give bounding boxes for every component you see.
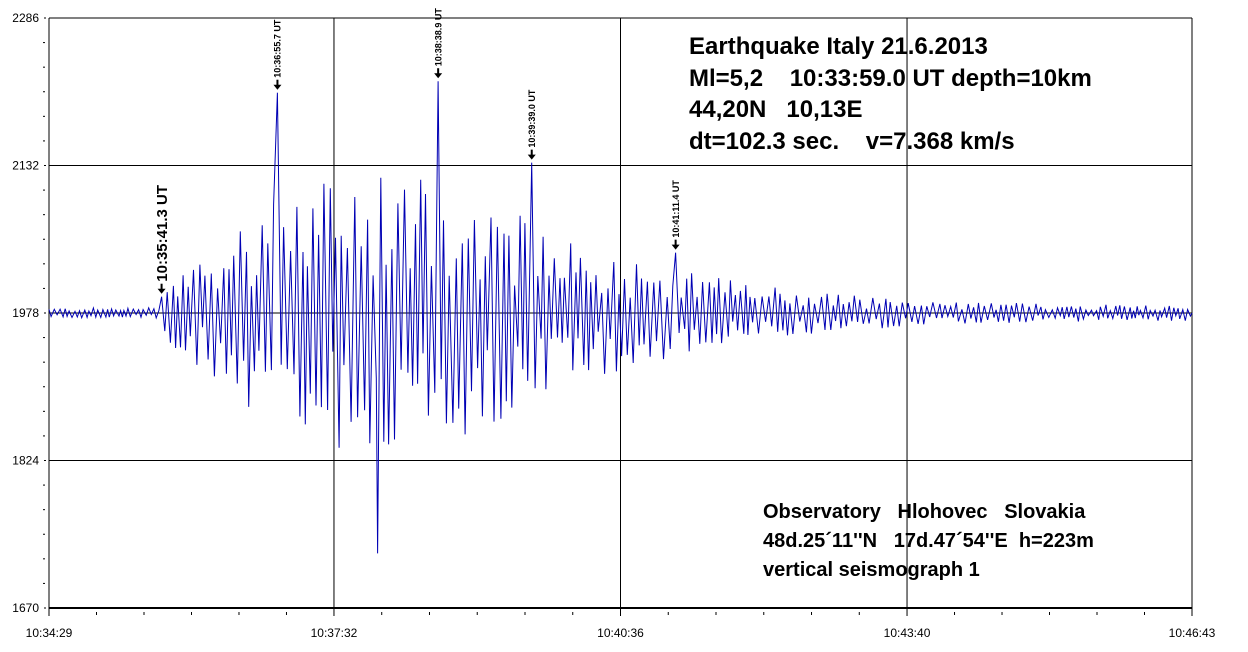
arrow-head-icon	[273, 84, 282, 90]
arrow-head-icon	[434, 73, 443, 79]
x-tick-label: 10:43:40	[884, 626, 931, 640]
x-tick-label: 10:37:32	[311, 626, 358, 640]
arrow-head-icon	[157, 288, 166, 294]
arrow-head-icon	[671, 244, 680, 250]
y-tick-label: 2286	[12, 11, 39, 25]
annotation-label: 10:36:55.7 UT	[273, 19, 283, 78]
earthquake-info: Earthquake Italy 21.6.2013 Ml=5,2 10:33:…	[689, 33, 1092, 155]
x-tick-label: 10:34:29	[26, 626, 73, 640]
info-line-coordinates: 44,20N 10,13E	[689, 96, 862, 123]
peak-annotation: 10:36:55.7 UT	[273, 19, 283, 90]
peak-annotation: 10:41:11.4 UT	[671, 180, 681, 250]
annotation-label: 10:35:41.3 UT	[154, 185, 171, 282]
x-tick-label: 10:40:36	[597, 626, 644, 640]
y-tick-label: 1824	[12, 454, 39, 468]
annotation-label: 10:41:11.4 UT	[671, 180, 681, 238]
annotation-label: 10:39:39.0 UT	[527, 89, 537, 148]
seismogram-trace	[48, 81, 1193, 554]
peak-annotation: 10:38:38.9 UT	[433, 8, 443, 79]
axes: 2286 2132 1978 1824 1670 10:34:29 10:37:32 10:4…	[12, 11, 1215, 640]
y-tick-label: 1670	[12, 601, 39, 615]
y-tick-label: 2132	[12, 159, 39, 173]
station-info: Observatory Hlohovec Slovakia 48d.25´11'…	[763, 501, 1094, 581]
y-tick-label: 1978	[12, 306, 39, 320]
station-line-coordinates: 48d.25´11''N 17d.47´54''E h=223m	[763, 530, 1094, 552]
arrow-head-icon	[527, 154, 536, 160]
info-line-title: Earthquake Italy 21.6.2013	[689, 33, 988, 60]
x-tick-label: 10:46:43	[1169, 626, 1216, 640]
info-line-velocity: dt=102.3 sec. v=7.368 km/s	[689, 128, 1015, 155]
station-line-name: Observatory Hlohovec Slovakia	[763, 501, 1086, 523]
annotations: 10:35:41.3 UT 10:36:55.7 UT 10:38:38.9 UT 1…	[154, 8, 681, 294]
station-line-instrument: vertical seismograph 1	[763, 559, 980, 581]
annotation-label: 10:38:38.9 UT	[433, 8, 443, 67]
peak-annotation: 10:35:41.3 UT	[154, 185, 171, 294]
peak-annotation: 10:39:39.0 UT	[527, 89, 537, 160]
info-line-magnitude: Ml=5,2 10:33:59.0 UT depth=10km	[689, 65, 1092, 92]
